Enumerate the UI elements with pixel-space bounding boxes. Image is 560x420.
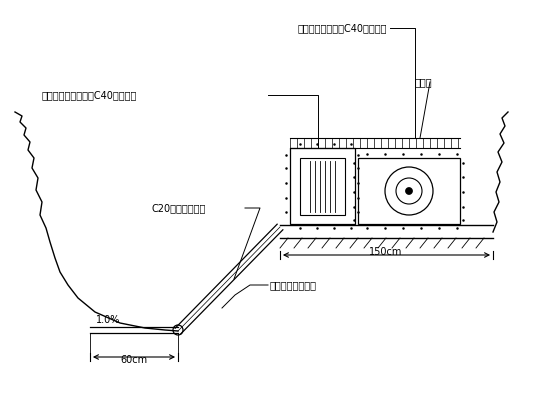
Text: 钢筋网: 钢筋网	[415, 77, 433, 87]
Text: 60cm: 60cm	[120, 355, 148, 365]
Bar	[300, 158, 345, 215]
Text: 150cm: 150cm	[369, 247, 403, 257]
Text: 钢丝位移计测头及C40砼保护墩: 钢丝位移计测头及C40砼保护墩	[298, 23, 388, 33]
Bar	[290, 148, 355, 224]
Circle shape	[385, 167, 433, 215]
Circle shape	[173, 325, 183, 335]
Text: C20混凝土预制板: C20混凝土预制板	[152, 203, 207, 213]
Text: 水管式沉降仪测头及C40砼保护墩: 水管式沉降仪测头及C40砼保护墩	[42, 90, 137, 100]
Text: 水管式沉降仪管线: 水管式沉降仪管线	[270, 280, 317, 290]
Text: 1.0%: 1.0%	[96, 315, 120, 325]
Bar	[358, 158, 460, 224]
Circle shape	[396, 178, 422, 204]
Circle shape	[405, 187, 413, 194]
